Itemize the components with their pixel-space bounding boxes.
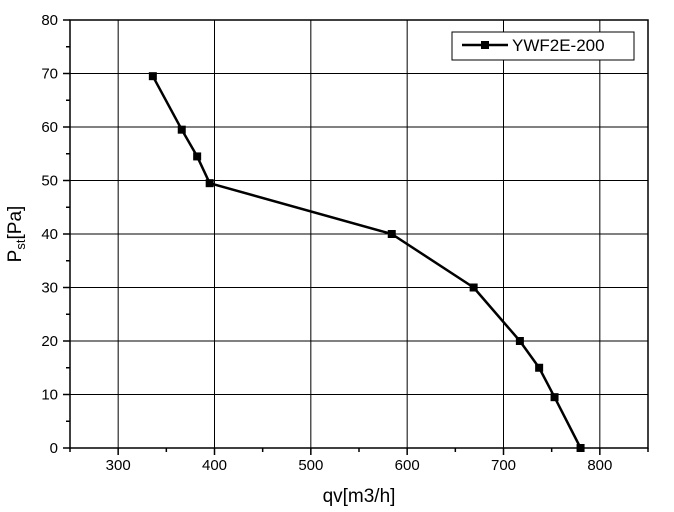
data-point-marker [177,125,186,134]
y-tick-label: 40 [41,226,58,243]
x-tick-label: 800 [587,457,612,474]
y-axis-title-subscript: st [13,239,28,250]
data-point-marker [576,444,585,452]
data-point-marker [550,393,559,402]
y-tick-label: 60 [41,119,58,136]
y-tick-label: 30 [41,280,58,297]
y-tick-label: 70 [41,66,58,83]
data-point-marker [469,283,478,292]
y-axis-title: Pst[Pa] [5,206,28,263]
y-tick-label: 10 [41,387,58,404]
axis-ticks [63,19,649,455]
data-point-marker [193,152,202,161]
data-point-marker [535,363,544,372]
data-point-marker [387,230,396,238]
y-tick-label: 80 [41,12,58,29]
x-tick-label: 600 [395,457,420,474]
y-tick-label: 50 [41,173,58,190]
series-line [151,75,582,449]
grid-lines [70,19,648,449]
y-axis-title-main: P [5,250,26,263]
y-axis-title-unit: [Pa] [5,206,26,240]
legend-marker [481,41,489,49]
data-point-marker [148,72,157,81]
x-tick-label: 400 [202,457,227,474]
series-layer [148,72,585,452]
data-point-marker [515,337,524,345]
legend: YWF2E-200 [451,31,635,61]
tick-labels: 300 400 500 600 700 800 0 10 20 30 40 50 60 70 80 [41,12,612,474]
legend-label: YWF2E-200 [512,36,605,55]
x-tick-label: 700 [491,457,516,474]
x-tick-label: 500 [298,457,323,474]
y-tick-label: 20 [41,333,58,350]
x-axis-title: qv[m3/h] [323,486,396,507]
x-tick-label: 300 [106,457,131,474]
data-point-marker [205,179,214,188]
y-tick-label: 0 [50,440,58,457]
